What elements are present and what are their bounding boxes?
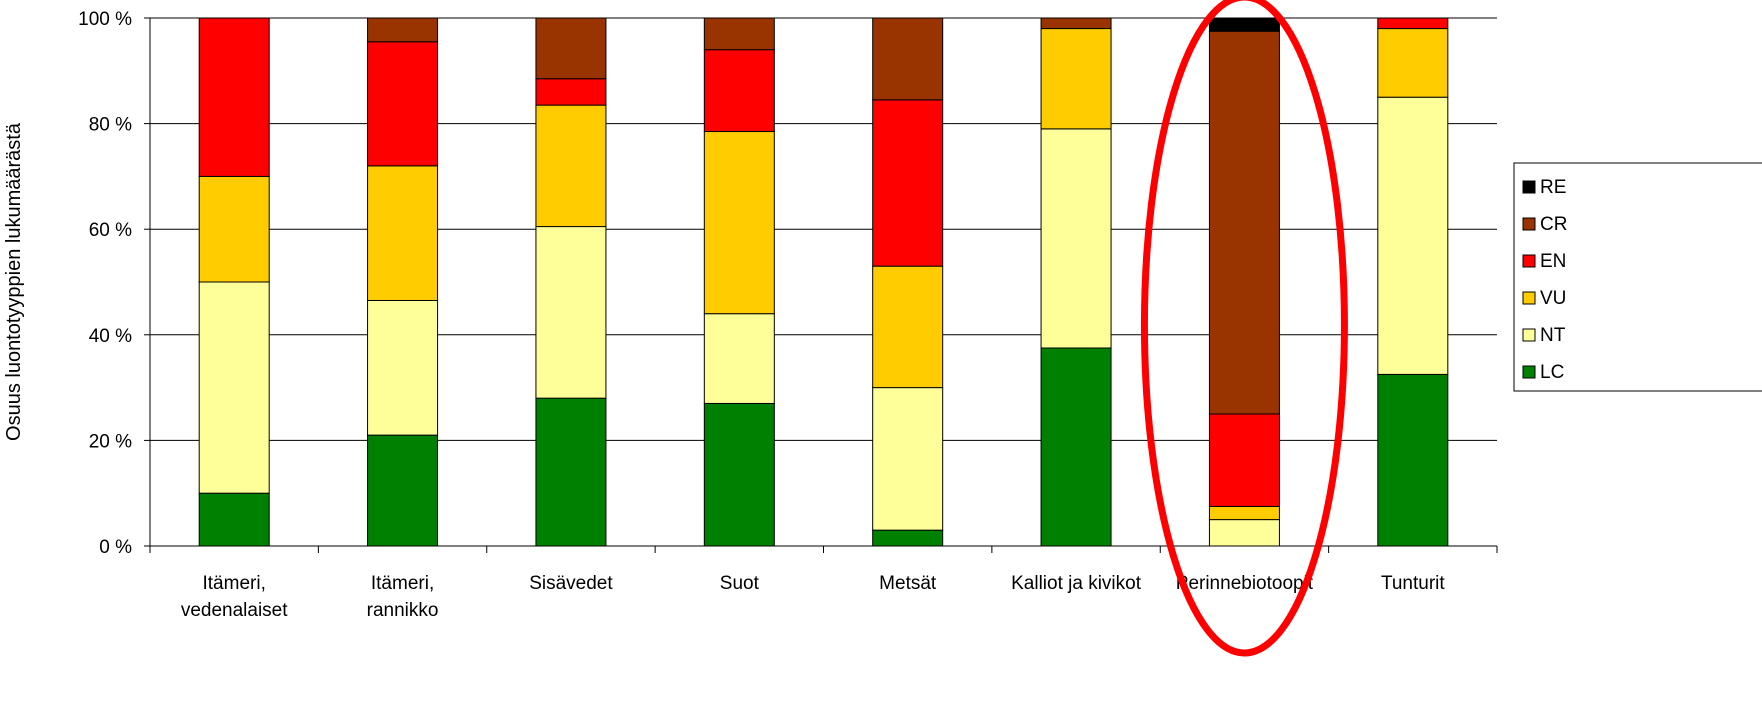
bar-segment-vu <box>872 265 944 389</box>
y-tick-label: 100 % <box>78 9 132 30</box>
bar-segment-lc <box>535 397 607 547</box>
x-tick-label: Kalliot ja kivikot <box>1011 573 1142 594</box>
legend-box <box>1513 162 1762 392</box>
x-tick-label: Metsät <box>879 573 937 594</box>
bar-segment-lc <box>1377 373 1449 547</box>
bar-segment-nt <box>872 387 944 531</box>
bar-segment-nt <box>198 281 270 494</box>
highlight-ellipse <box>1140 0 1348 657</box>
legend-swatch-lc <box>1522 365 1536 379</box>
y-tick-label: 0 % <box>99 537 132 558</box>
bar-segment-nt <box>1040 128 1112 349</box>
legend-label-en: EN <box>1540 251 1566 272</box>
x-tick-label: Perinnebiotoopit <box>1176 573 1314 594</box>
grid-lines <box>150 17 1497 441</box>
bar-segment-vu <box>1208 505 1280 521</box>
y-tick-labels: 0 % 20 % 40 % 60 % 80 % 100 % <box>78 9 132 558</box>
bar-segment-en <box>703 49 775 133</box>
legend-label-re: RE <box>1540 177 1566 198</box>
legend-swatch-re <box>1522 180 1536 194</box>
bar-segment-cr <box>367 17 439 43</box>
x-tick-labels: Itämeri, vedenalaiset Itämeri, rannikko Sisä… <box>181 573 1446 621</box>
bar-segment-en <box>1377 17 1449 30</box>
x-tick-label: Tunturit <box>1381 573 1445 594</box>
legend-label-vu: VU <box>1540 288 1566 309</box>
bar-segment-cr <box>535 17 607 80</box>
bar-segment-cr <box>703 17 775 51</box>
legend-label-lc: LC <box>1540 362 1564 383</box>
y-tick-label: 60 % <box>89 220 132 241</box>
legend-swatch-cr <box>1522 217 1536 231</box>
legend-swatch-nt <box>1522 328 1536 342</box>
bar-segment-nt <box>1208 519 1280 547</box>
y-tick-label: 40 % <box>89 326 132 347</box>
bar-segment-vu <box>535 104 607 228</box>
bars <box>198 17 1449 547</box>
bar-segment-nt <box>535 226 607 399</box>
x-tick-label: Suot <box>720 573 760 594</box>
bar-segment-vu <box>198 175 270 283</box>
legend-label-cr: CR <box>1540 214 1567 235</box>
x-tick-label: Itämeri, vedenalaiset <box>181 573 288 621</box>
bar-segment-vu <box>1377 28 1449 98</box>
legend-swatch-en <box>1522 254 1536 268</box>
legend-swatch-vu <box>1522 291 1536 305</box>
bar-segment-lc <box>198 492 270 547</box>
bar-segment-en <box>535 78 607 106</box>
bar-segment-nt <box>703 313 775 404</box>
legend-label-nt: NT <box>1540 325 1566 346</box>
bar-segment-lc <box>367 434 439 547</box>
legend: RE CR EN VU NT LC <box>1513 162 1762 392</box>
x-tick-label: Itämeri, rannikko <box>367 573 439 621</box>
y-axis-title: Osuus luontotyyppien lukumäärästä <box>3 122 25 441</box>
bar-segment-en <box>367 41 439 167</box>
y-tick-label: 80 % <box>89 115 132 136</box>
bar-segment-en <box>1208 413 1280 507</box>
bar-segment-vu <box>1040 28 1112 130</box>
bar-segment-cr <box>872 17 944 101</box>
axes <box>144 17 1498 553</box>
highlight-annotation <box>1140 0 1348 657</box>
y-tick-label: 20 % <box>89 431 132 452</box>
bar-segment-en <box>198 17 270 177</box>
bar-segment-nt <box>1377 96 1449 375</box>
bar-segment-en <box>872 99 944 267</box>
bar-segment-vu <box>703 131 775 315</box>
bar-segment-re <box>1208 17 1280 32</box>
bar-segment-lc <box>1040 347 1112 547</box>
bar-segment-vu <box>367 165 439 301</box>
bar-segment-cr <box>1040 17 1112 30</box>
bar-segment-lc <box>703 402 775 547</box>
bar-segment-nt <box>367 299 439 436</box>
x-tick-label: Sisävedet <box>529 573 613 594</box>
bar-segment-cr <box>1208 30 1280 415</box>
bar-segment-lc <box>872 529 944 547</box>
